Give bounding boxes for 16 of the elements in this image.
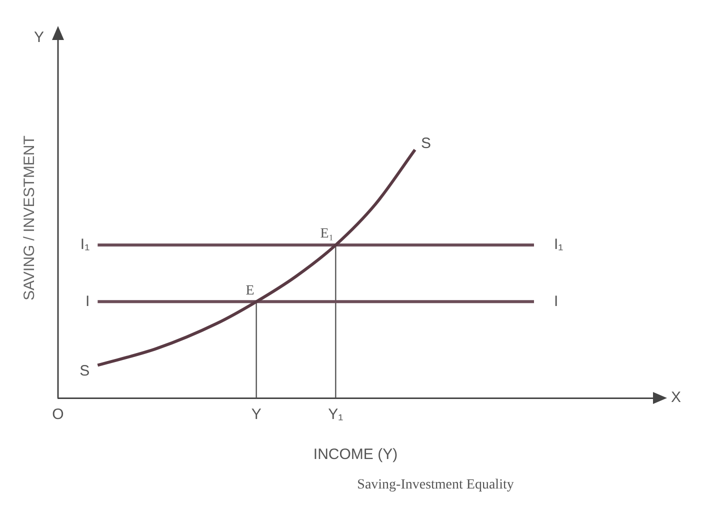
text: I₁ xyxy=(554,236,564,254)
series-label: S xyxy=(421,134,432,152)
x-tick-label: Y xyxy=(251,406,262,424)
text: Y xyxy=(34,29,44,46)
text: Saving-Investment Equality xyxy=(357,478,514,493)
x-tick-label: Y₁ xyxy=(328,406,344,424)
text: S xyxy=(80,362,90,380)
annotation: E₁ xyxy=(320,226,334,242)
series-label: I xyxy=(85,292,90,310)
x-axis-title: INCOME (Y) xyxy=(313,446,398,464)
series-label: I₁ xyxy=(80,236,90,254)
x-tick-label: O xyxy=(52,406,64,424)
text: I xyxy=(554,292,558,310)
text: X xyxy=(671,389,682,406)
annotation: E xyxy=(246,283,254,298)
y-axis-title: SAVING / INVESTMENT xyxy=(21,136,38,300)
